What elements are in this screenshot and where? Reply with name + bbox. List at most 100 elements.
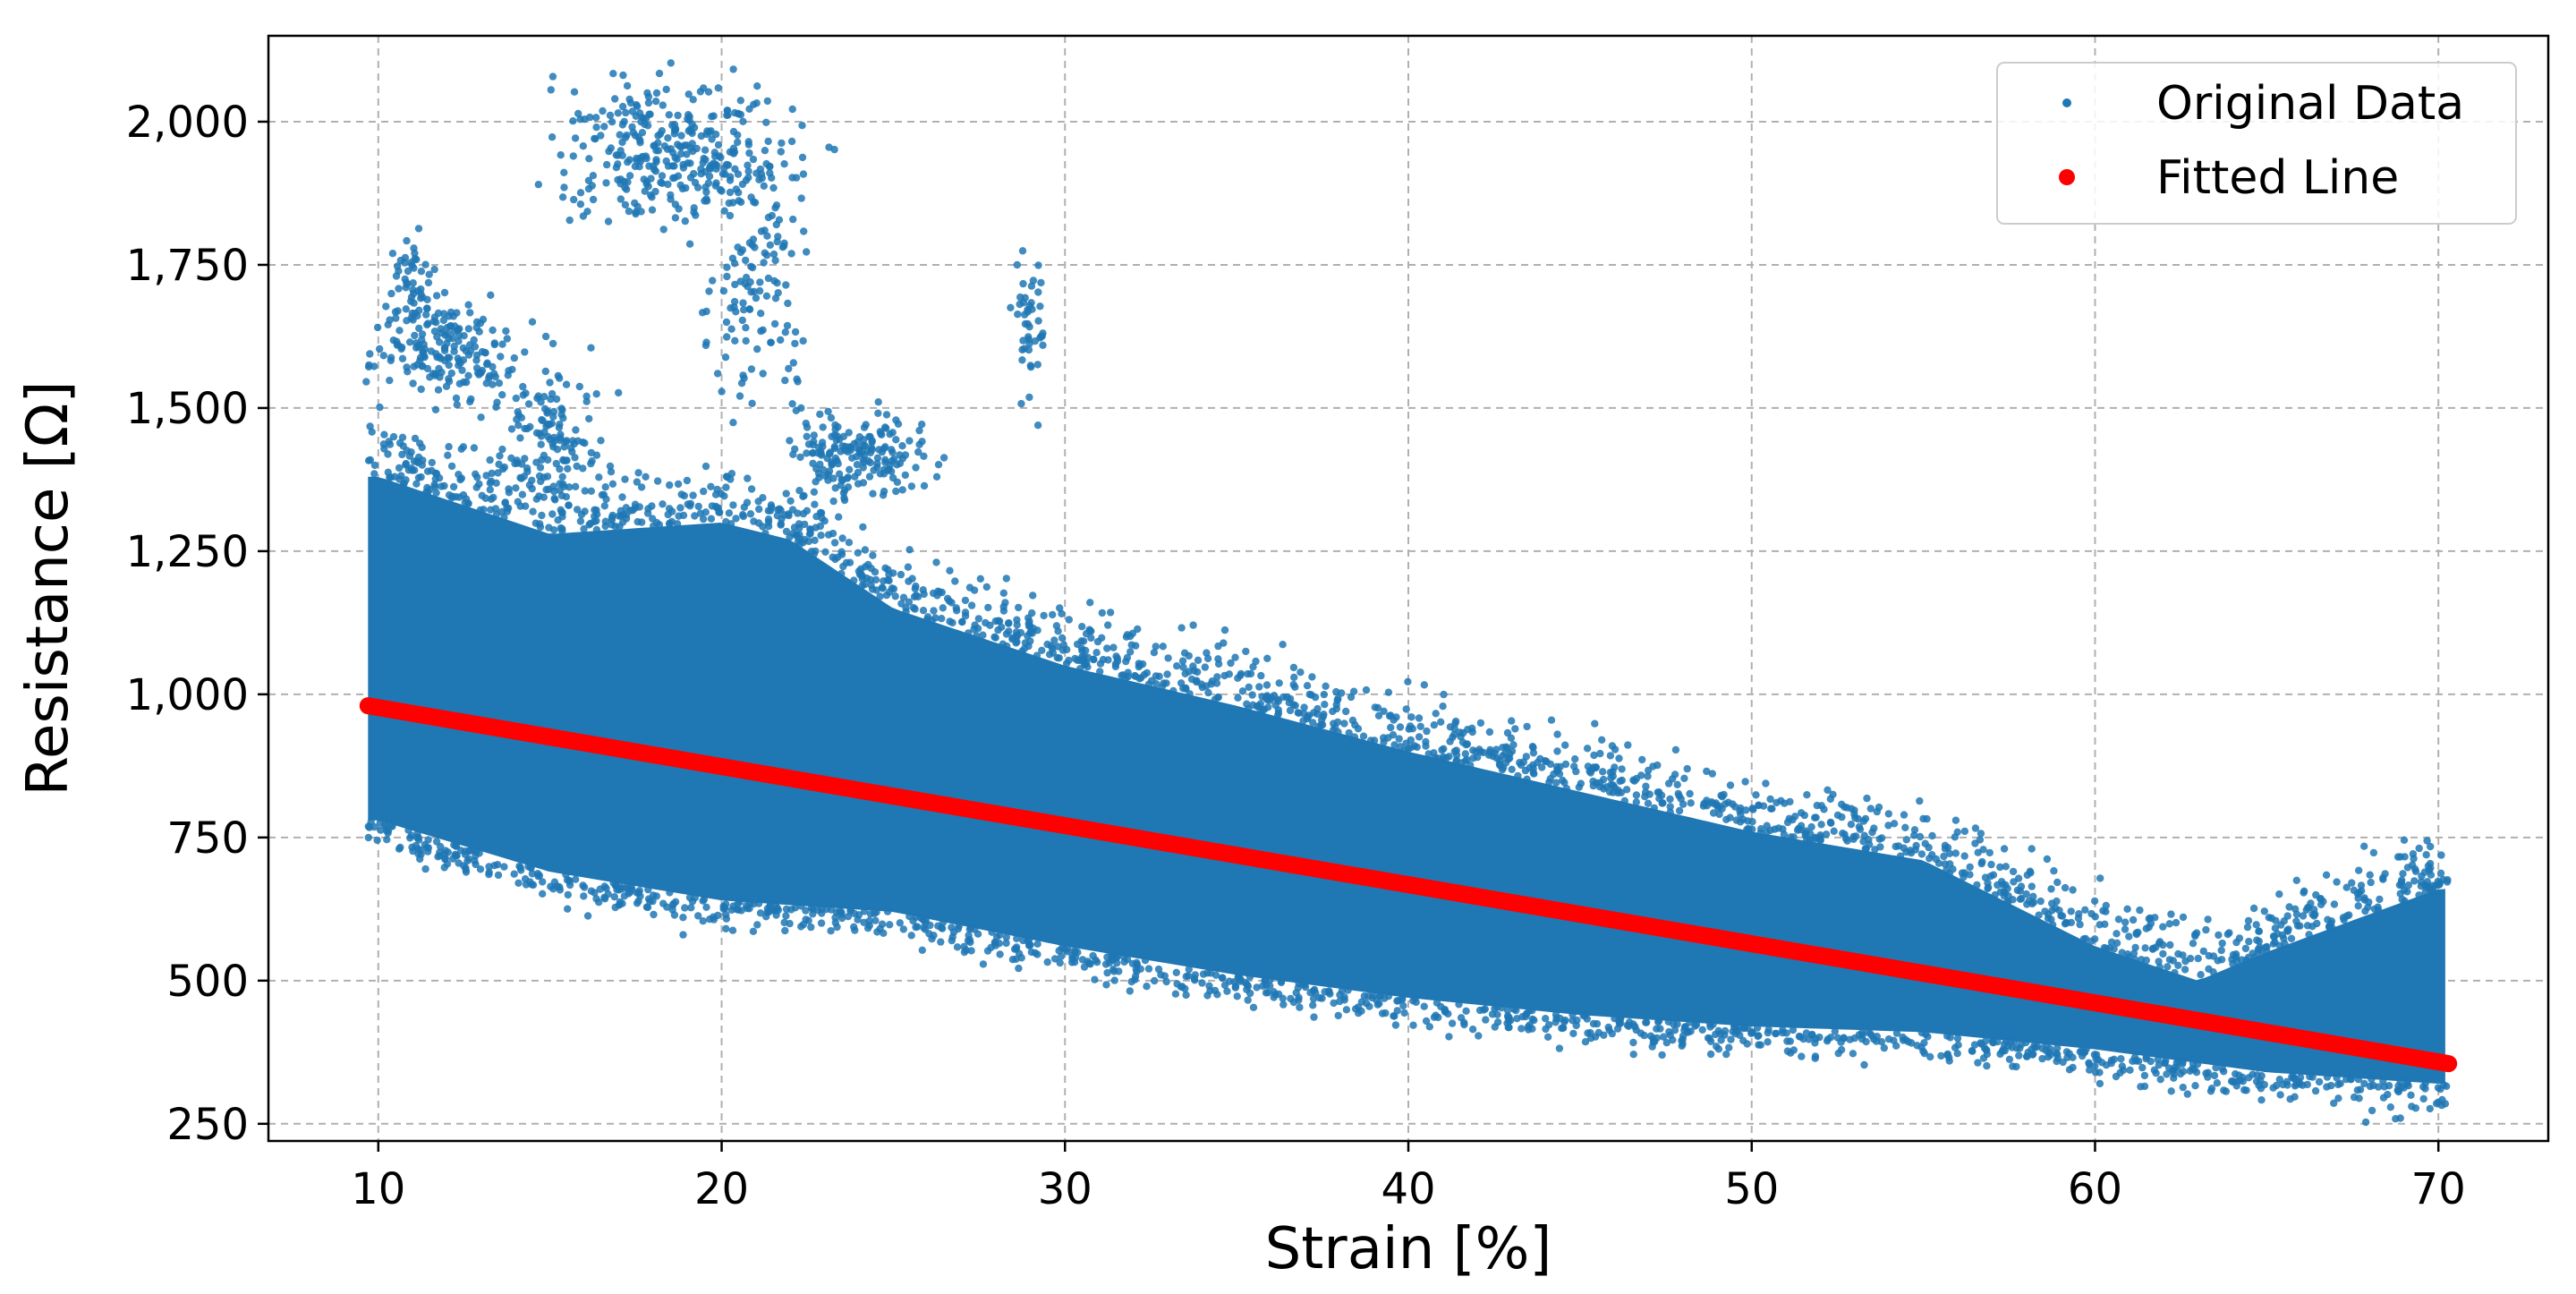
data-point	[1160, 972, 1169, 980]
data-point	[869, 551, 877, 559]
data-point	[1752, 791, 1760, 799]
data-point	[1812, 813, 1820, 822]
outlier-point	[558, 193, 567, 201]
outlier-point	[411, 331, 419, 340]
data-point	[1749, 805, 1757, 813]
outlier-point	[730, 297, 739, 306]
outlier-point	[762, 159, 770, 168]
data-point	[2249, 949, 2257, 958]
outlier-point	[714, 140, 723, 149]
data-point	[1996, 863, 2004, 872]
data-point	[395, 464, 404, 472]
data-point	[1402, 705, 1410, 713]
data-point	[1892, 1029, 1901, 1037]
data-point	[996, 950, 1004, 958]
data-point	[912, 923, 920, 932]
data-point	[1766, 795, 1774, 804]
data-point	[1916, 832, 1925, 841]
outlier-point	[665, 111, 673, 119]
data-point	[1526, 1007, 1534, 1015]
outlier-point	[892, 436, 900, 444]
data-point	[2239, 1077, 2247, 1085]
outlier-point	[445, 378, 454, 386]
data-point	[377, 826, 385, 834]
data-point	[2055, 907, 2063, 915]
data-point	[1029, 592, 1037, 600]
outlier-point	[781, 376, 789, 385]
data-point	[500, 514, 508, 522]
data-point	[2444, 876, 2452, 884]
data-point	[784, 510, 793, 518]
outlier-point	[771, 294, 780, 302]
data-point	[2368, 1106, 2376, 1115]
data-point	[2366, 871, 2374, 879]
data-point	[804, 916, 812, 924]
data-point	[440, 481, 448, 490]
data-point	[2091, 1062, 2099, 1070]
data-point	[737, 907, 745, 915]
data-point	[1254, 702, 1262, 710]
data-point	[979, 631, 987, 639]
data-point	[2307, 899, 2315, 907]
outlier-point	[581, 487, 589, 495]
outlier-point	[769, 183, 778, 192]
outlier-point	[1014, 311, 1022, 319]
outlier-point	[512, 394, 520, 403]
data-point	[754, 498, 762, 506]
fitted-line-layer	[359, 697, 2458, 1073]
outlier-point	[412, 339, 421, 347]
outlier-point	[674, 111, 682, 120]
data-point	[837, 569, 846, 578]
outlier-point	[709, 277, 717, 285]
outlier-point	[834, 460, 842, 468]
data-point	[2233, 1077, 2241, 1085]
outlier-point	[542, 486, 550, 494]
data-point	[999, 589, 1008, 597]
outlier-point	[907, 482, 916, 490]
data-point	[2357, 881, 2366, 890]
data-point	[410, 457, 419, 465]
data-point	[464, 855, 472, 863]
outlier-point	[748, 399, 756, 407]
outlier-point	[843, 474, 852, 482]
outlier-point	[742, 256, 750, 265]
outlier-point	[418, 336, 426, 344]
outlier-point	[791, 328, 800, 336]
outlier-point	[591, 134, 599, 143]
data-point	[1468, 724, 1476, 732]
data-point	[686, 499, 695, 507]
data-point	[679, 931, 687, 939]
data-point	[782, 905, 791, 914]
data-point	[809, 910, 817, 918]
data-point	[1071, 949, 1079, 957]
data-point	[529, 507, 537, 515]
data-point	[610, 893, 618, 901]
data-point	[2125, 932, 2133, 941]
data-point	[2260, 907, 2268, 915]
data-point	[441, 847, 450, 855]
data-point	[1437, 718, 1445, 726]
x-tick-label: 30	[1038, 1164, 1092, 1214]
data-point	[1713, 1043, 1721, 1051]
data-point	[2252, 921, 2260, 929]
data-point	[2117, 1055, 2125, 1063]
data-point	[2138, 1063, 2147, 1072]
data-point	[2009, 1062, 2017, 1070]
data-point	[899, 593, 908, 601]
data-point	[595, 473, 603, 481]
outlier-point	[713, 161, 721, 170]
data-point	[549, 885, 557, 893]
data-point	[1983, 1061, 1991, 1070]
data-point	[1908, 1039, 1916, 1047]
data-point	[2151, 914, 2159, 922]
data-point	[1220, 981, 1229, 990]
outlier-point	[912, 464, 920, 472]
outlier-point	[621, 200, 630, 209]
data-point	[492, 479, 500, 487]
data-point	[1425, 1023, 1434, 1031]
data-point	[960, 948, 969, 957]
data-point	[1863, 794, 1871, 803]
data-point	[2443, 1082, 2451, 1091]
data-point	[2354, 894, 2362, 902]
outlier-point	[1033, 361, 1042, 369]
